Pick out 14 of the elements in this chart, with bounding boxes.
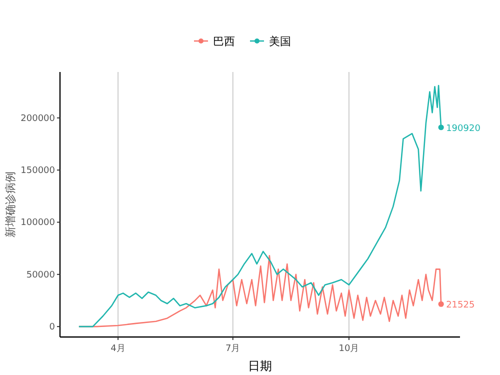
y-tick-label: 100000 <box>20 218 56 228</box>
x-tick-label: 4月 <box>110 344 126 354</box>
y-axis-title: 新增确诊病例 <box>4 172 17 238</box>
x-axis-title: 日期 <box>248 359 272 373</box>
legend-label: 巴西 <box>213 35 235 48</box>
y-tick-label: 0 <box>49 322 56 333</box>
x-tick-label: 10月 <box>338 344 360 354</box>
annotation: 190920 <box>446 124 481 134</box>
legend-label: 美国 <box>269 35 291 48</box>
x-tick-label: 7月 <box>226 344 240 354</box>
y-tick-label: 50000 <box>26 270 56 280</box>
y-tick-label: 150000 <box>20 166 56 176</box>
annotation: 21525 <box>446 300 475 311</box>
y-tick-label: 200000 <box>20 114 56 124</box>
